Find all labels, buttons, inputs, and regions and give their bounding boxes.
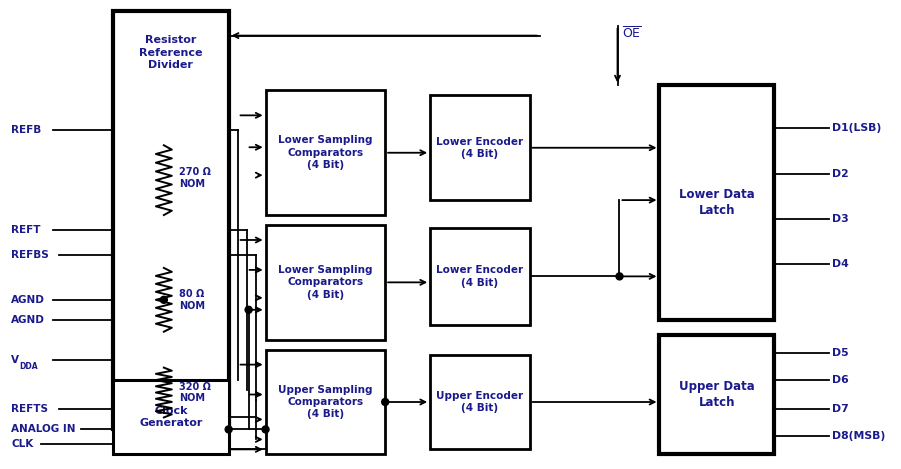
Text: 320 Ω
NOM: 320 Ω NOM [178,382,211,403]
Text: Resistor
Reference
Divider: Resistor Reference Divider [139,35,203,70]
Text: Upper Encoder
(4 Bit): Upper Encoder (4 Bit) [436,391,523,413]
Text: $\overline{\mathrm{OE}}$: $\overline{\mathrm{OE}}$ [623,26,642,41]
Text: D8(MSB): D8(MSB) [832,431,885,441]
Text: Clock
Generator: Clock Generator [139,406,203,428]
Bar [266,350,386,454]
Text: REFT: REFT [12,225,41,235]
Text: REFB: REFB [12,125,41,136]
Bar [113,11,229,430]
Text: CLK: CLK [12,439,33,449]
Text: Upper Data
Latch: Upper Data Latch [678,380,754,409]
Circle shape [160,296,168,303]
Text: 80 Ω
NOM: 80 Ω NOM [178,289,205,310]
Text: Upper Sampling
Comparators
(4 Bit): Upper Sampling Comparators (4 Bit) [278,385,373,419]
Circle shape [245,306,252,313]
Text: REFBS: REFBS [12,250,49,260]
Text: D5: D5 [832,348,849,358]
Text: D4: D4 [832,258,849,269]
Bar [113,379,229,454]
Circle shape [262,426,269,433]
Bar [430,228,530,325]
Bar [266,91,386,215]
Text: Lower Sampling
Comparators
(4 Bit): Lower Sampling Comparators (4 Bit) [278,265,373,300]
Text: AGND: AGND [12,315,45,325]
Text: D1(LSB): D1(LSB) [832,122,881,133]
Text: D7: D7 [832,404,849,414]
Bar [430,95,530,200]
Text: AGND: AGND [12,295,45,305]
Text: REFTS: REFTS [12,404,49,415]
Circle shape [382,399,388,406]
Text: Lower Encoder
(4 Bit): Lower Encoder (4 Bit) [436,265,523,287]
Bar [430,355,530,449]
Text: Lower Data
Latch: Lower Data Latch [678,188,754,217]
Text: 270 Ω
NOM: 270 Ω NOM [178,167,211,189]
Text: V: V [12,355,19,364]
Circle shape [616,273,623,280]
Bar [266,225,386,340]
Text: DDA: DDA [19,362,38,371]
Text: Lower Sampling
Comparators
(4 Bit): Lower Sampling Comparators (4 Bit) [278,136,373,170]
Text: ANALOG IN: ANALOG IN [12,424,76,434]
Text: Lower Encoder
(4 Bit): Lower Encoder (4 Bit) [436,136,523,159]
Bar [660,85,774,320]
Text: D6: D6 [832,375,849,385]
Text: D3: D3 [832,214,849,224]
Text: D2: D2 [832,169,849,180]
Circle shape [225,426,232,433]
Bar [660,335,774,454]
